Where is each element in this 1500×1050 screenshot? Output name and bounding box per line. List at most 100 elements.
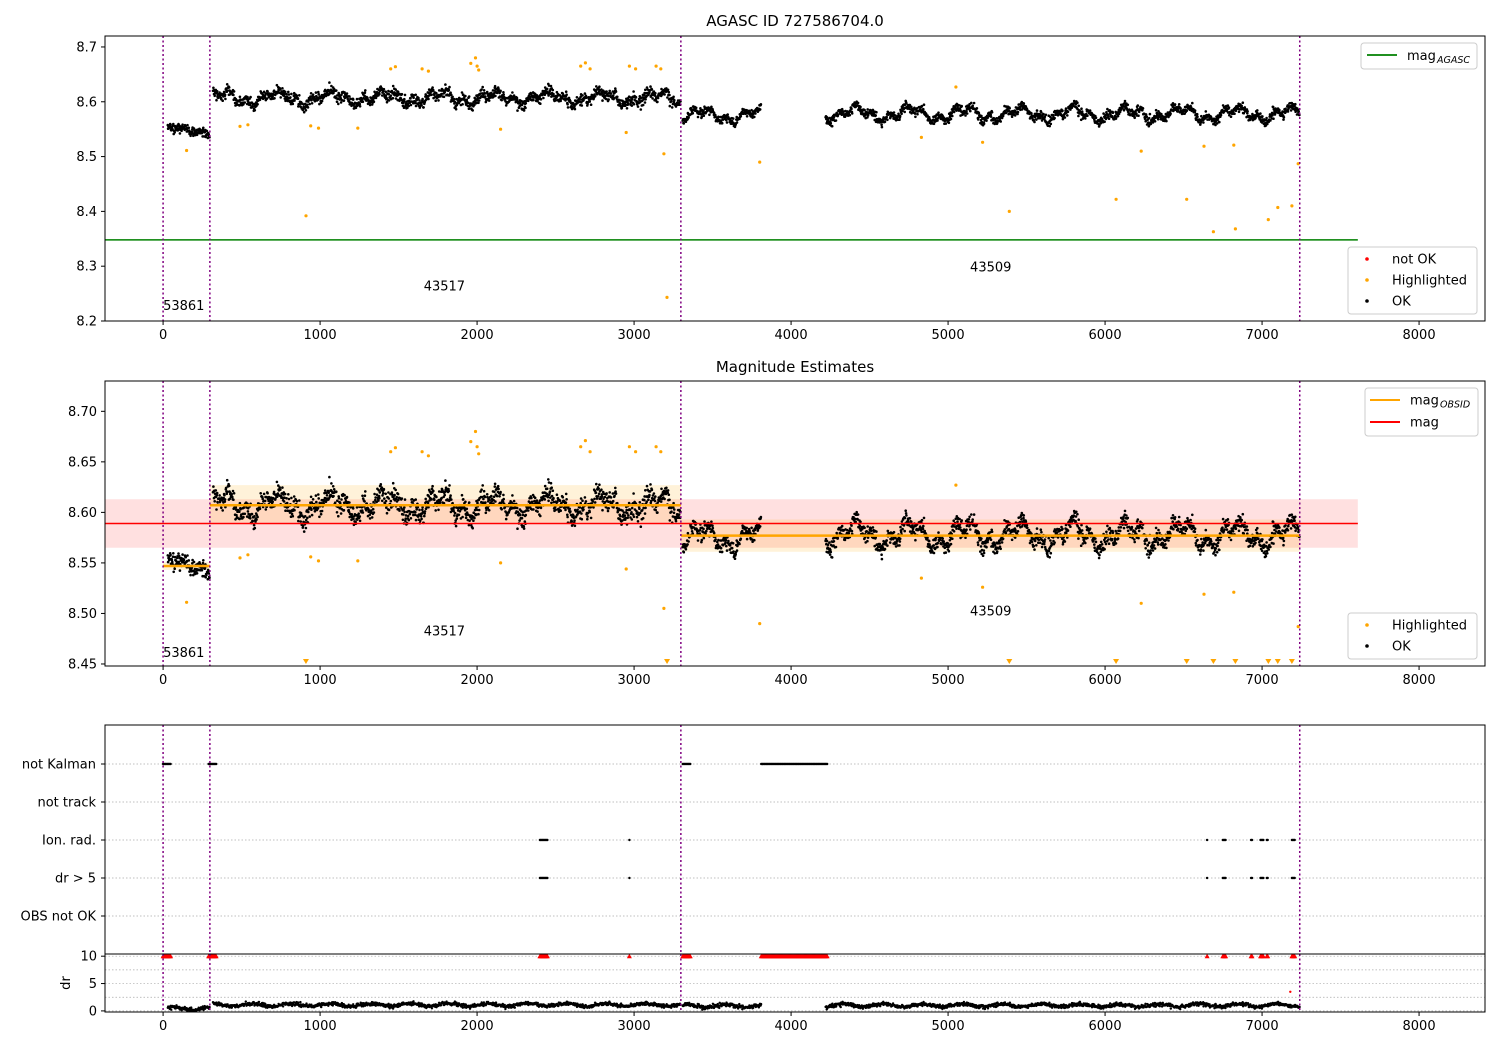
ok-point <box>848 113 852 117</box>
ok-point <box>477 508 481 512</box>
ok-point <box>731 117 735 120</box>
p1-ytick-label: 8.6 <box>76 95 97 110</box>
ok-point <box>985 119 988 122</box>
ok-point <box>949 117 953 121</box>
ok-point <box>387 497 391 500</box>
ok-point <box>205 573 208 577</box>
ok-point <box>215 98 218 102</box>
ok-point <box>1035 109 1039 112</box>
highlighted-point <box>477 68 481 72</box>
ok-point <box>608 89 611 93</box>
ok-point <box>645 484 649 488</box>
ok-point <box>497 487 500 491</box>
ok-point <box>639 108 643 111</box>
ok-point <box>495 494 499 498</box>
ok-point <box>601 508 604 512</box>
ok-point <box>487 99 491 102</box>
ok-point <box>856 101 860 105</box>
ok-point <box>293 508 296 512</box>
ok-point <box>238 95 242 99</box>
ok-point <box>573 519 576 522</box>
ok-point <box>663 93 666 96</box>
highlighted-point <box>981 140 985 144</box>
highlighted-point <box>1139 149 1143 153</box>
obsid-annotation: 43517 <box>424 279 465 294</box>
ok-point <box>290 512 294 516</box>
ok-point <box>499 89 502 93</box>
ok-point <box>731 542 735 545</box>
ok-point <box>708 527 711 530</box>
ok-point <box>370 516 374 519</box>
ok-point <box>1077 114 1080 118</box>
ok-point <box>502 93 506 96</box>
ok-point <box>502 91 505 94</box>
ok-point <box>745 108 748 112</box>
ok-point <box>607 94 610 98</box>
ok-point <box>1044 113 1048 117</box>
ok-point <box>598 483 601 487</box>
highlighted-point <box>1211 230 1215 234</box>
ok-point <box>370 103 374 106</box>
ok-point <box>345 495 349 499</box>
ok-point <box>874 114 877 117</box>
ok-point <box>1080 107 1083 110</box>
ok-point <box>424 497 428 501</box>
ok-point <box>566 513 569 517</box>
ok-point <box>1008 107 1011 110</box>
ok-point <box>348 501 351 504</box>
ok-point <box>583 92 587 95</box>
ok-point <box>711 524 714 527</box>
ok-point <box>182 558 186 562</box>
ok-point <box>547 478 550 481</box>
ok-point <box>340 498 343 501</box>
ok-point <box>484 95 487 98</box>
ok-point <box>1153 120 1157 123</box>
ok-point <box>279 96 283 99</box>
ok-point <box>401 104 405 108</box>
ok-point <box>384 94 388 97</box>
ok-point <box>830 124 834 128</box>
ok-point <box>535 499 539 502</box>
ok-point <box>1193 109 1197 112</box>
p1-xtick-label: 6000 <box>1089 328 1122 343</box>
ok-point <box>384 90 388 93</box>
ok-point <box>482 489 486 493</box>
ok-point <box>318 515 321 519</box>
ok-point <box>640 509 644 512</box>
ok-point <box>315 500 318 504</box>
highlighted-point <box>1266 218 1270 222</box>
ok-point <box>539 506 543 510</box>
ok-point <box>1133 116 1136 120</box>
ok-point <box>542 96 545 100</box>
p1-xtick-label: 3000 <box>618 328 651 343</box>
ok-point <box>398 99 401 103</box>
ok-point <box>834 119 838 122</box>
ok-point <box>289 96 292 99</box>
ok-point <box>641 103 645 107</box>
ok-point <box>914 115 917 119</box>
ok-point <box>249 103 252 107</box>
ok-point <box>900 112 903 115</box>
ok-point <box>847 532 851 535</box>
ok-point <box>354 106 358 110</box>
ok-point <box>499 490 502 494</box>
ok-point <box>612 96 616 100</box>
ok-point <box>524 513 528 517</box>
ok-point <box>414 93 418 97</box>
ok-point <box>475 99 479 102</box>
ok-point <box>391 481 395 485</box>
ok-point <box>854 105 857 109</box>
ok-point <box>225 83 229 86</box>
ok-point <box>431 484 434 488</box>
ok-point <box>433 498 436 502</box>
ok-point <box>735 121 739 124</box>
ok-point <box>393 91 396 94</box>
ok-point <box>266 90 269 93</box>
ok-point <box>317 497 321 500</box>
ok-point <box>187 559 191 562</box>
ok-point <box>524 106 527 110</box>
ok-point <box>265 97 269 100</box>
ok-point <box>253 109 257 112</box>
ok-point <box>215 508 218 511</box>
